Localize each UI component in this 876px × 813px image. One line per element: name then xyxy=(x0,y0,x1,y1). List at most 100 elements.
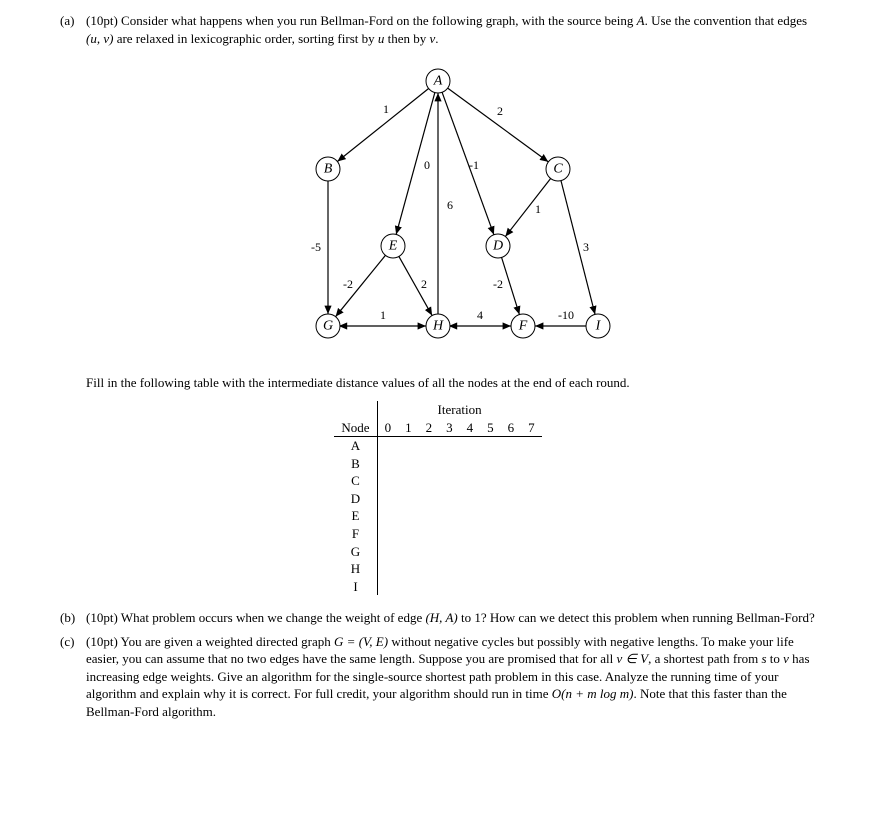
graph-diagram-wrap: 120-16-513-22-214-10ABCEDGHFI xyxy=(60,61,816,366)
row-C: C xyxy=(334,472,377,490)
cell-I-7 xyxy=(521,578,542,596)
cell-D-3 xyxy=(439,490,460,508)
cell-I-3 xyxy=(439,578,460,596)
edge-weight-A-B: 1 xyxy=(383,102,389,116)
cell-B-5 xyxy=(480,455,501,473)
cell-D-1 xyxy=(398,490,419,508)
cell-I-1 xyxy=(398,578,419,596)
cell-F-1 xyxy=(398,525,419,543)
part-a-label: (a) xyxy=(60,12,86,47)
part-c-body: (10pt) You are given a weighted directed… xyxy=(86,633,816,721)
cell-E-4 xyxy=(460,507,481,525)
pc-t1: You are given a weighted directed graph xyxy=(121,634,334,649)
col-4: 4 xyxy=(460,419,481,437)
cell-F-5 xyxy=(480,525,501,543)
cell-A-7 xyxy=(521,437,542,455)
cell-B-3 xyxy=(439,455,460,473)
cell-H-5 xyxy=(480,560,501,578)
cell-B-7 xyxy=(521,455,542,473)
pb-t2: to 1? How can we detect this problem whe… xyxy=(458,610,815,625)
cell-D-5 xyxy=(480,490,501,508)
cell-F-6 xyxy=(501,525,522,543)
pa-t5: . xyxy=(435,31,438,46)
pa-t3: are relaxed in lexicographic order, sort… xyxy=(113,31,377,46)
cell-H-1 xyxy=(398,560,419,578)
col-1: 1 xyxy=(398,419,419,437)
cell-D-0 xyxy=(377,490,398,508)
node-label-E: E xyxy=(388,239,398,254)
edge-D-F xyxy=(502,258,520,315)
edge-weight-C-I: 3 xyxy=(583,240,589,254)
col-2: 2 xyxy=(419,419,440,437)
node-label-C: C xyxy=(553,162,563,177)
cell-E-2 xyxy=(419,507,440,525)
cell-G-1 xyxy=(398,543,419,561)
edge-weight-B-G: -5 xyxy=(311,240,321,254)
edge-E-H xyxy=(399,257,432,316)
part-b-label: (b) xyxy=(60,609,86,627)
edge-weight-C-D: 1 xyxy=(535,202,541,216)
node-label-F: F xyxy=(518,319,528,334)
part-c: (c) (10pt) You are given a weighted dire… xyxy=(60,633,816,721)
cell-H-7 xyxy=(521,560,542,578)
cell-H-2 xyxy=(419,560,440,578)
edge-weight-D-F: -2 xyxy=(493,277,503,291)
cell-H-0 xyxy=(377,560,398,578)
pc-t4: to xyxy=(767,651,784,666)
col-0: 0 xyxy=(377,419,398,437)
cell-H-6 xyxy=(501,560,522,578)
edge-weight-A-E: 0 xyxy=(424,158,430,172)
cell-F-0 xyxy=(377,525,398,543)
cell-E-7 xyxy=(521,507,542,525)
cell-I-0 xyxy=(377,578,398,596)
pb-edge: (H, A) xyxy=(425,610,457,625)
part-b-body: (10pt) What problem occurs when we chang… xyxy=(86,609,816,627)
cell-C-6 xyxy=(501,472,522,490)
edge-weight-E-G: -2 xyxy=(343,277,353,291)
graph-svg: 120-16-513-22-214-10ABCEDGHFI xyxy=(248,61,628,361)
edge-weight-A-D: -1 xyxy=(469,158,479,172)
iter-header: Iteration xyxy=(377,401,542,419)
edge-A-D xyxy=(442,92,494,234)
cell-C-2 xyxy=(419,472,440,490)
cell-D-4 xyxy=(460,490,481,508)
cell-H-4 xyxy=(460,560,481,578)
cell-G-3 xyxy=(439,543,460,561)
pc-t3: , a shortest path from xyxy=(648,651,761,666)
cell-A-6 xyxy=(501,437,522,455)
edge-weight-I-F: -10 xyxy=(558,308,574,322)
cell-E-0 xyxy=(377,507,398,525)
edge-weight-H-F: 4 xyxy=(477,308,483,322)
edge-C-D xyxy=(505,179,550,237)
pb-t1: What problem occurs when we change the w… xyxy=(121,610,426,625)
cell-G-6 xyxy=(501,543,522,561)
cell-C-7 xyxy=(521,472,542,490)
cell-B-2 xyxy=(419,455,440,473)
node-label-H: H xyxy=(432,319,444,334)
part-b: (b) (10pt) What problem occurs when we c… xyxy=(60,609,816,627)
row-F: F xyxy=(334,525,377,543)
col-6: 6 xyxy=(501,419,522,437)
cell-D-6 xyxy=(501,490,522,508)
cell-C-3 xyxy=(439,472,460,490)
cell-F-3 xyxy=(439,525,460,543)
cell-A-3 xyxy=(439,437,460,455)
cell-I-6 xyxy=(501,578,522,596)
row-I: I xyxy=(334,578,377,596)
cell-C-0 xyxy=(377,472,398,490)
pa-t1: Consider what happens when you run Bellm… xyxy=(121,13,637,28)
cell-E-3 xyxy=(439,507,460,525)
cell-B-1 xyxy=(398,455,419,473)
row-E: E xyxy=(334,507,377,525)
col-7: 7 xyxy=(521,419,542,437)
node-label-G: G xyxy=(323,319,333,334)
cell-A-2 xyxy=(419,437,440,455)
iteration-table: IterationNode01234567A B C D E F G H I xyxy=(334,401,541,595)
cell-G-5 xyxy=(480,543,501,561)
cell-F-4 xyxy=(460,525,481,543)
col-3: 3 xyxy=(439,419,460,437)
cell-A-1 xyxy=(398,437,419,455)
node-header: Node xyxy=(334,419,377,437)
cell-B-6 xyxy=(501,455,522,473)
cell-I-2 xyxy=(419,578,440,596)
